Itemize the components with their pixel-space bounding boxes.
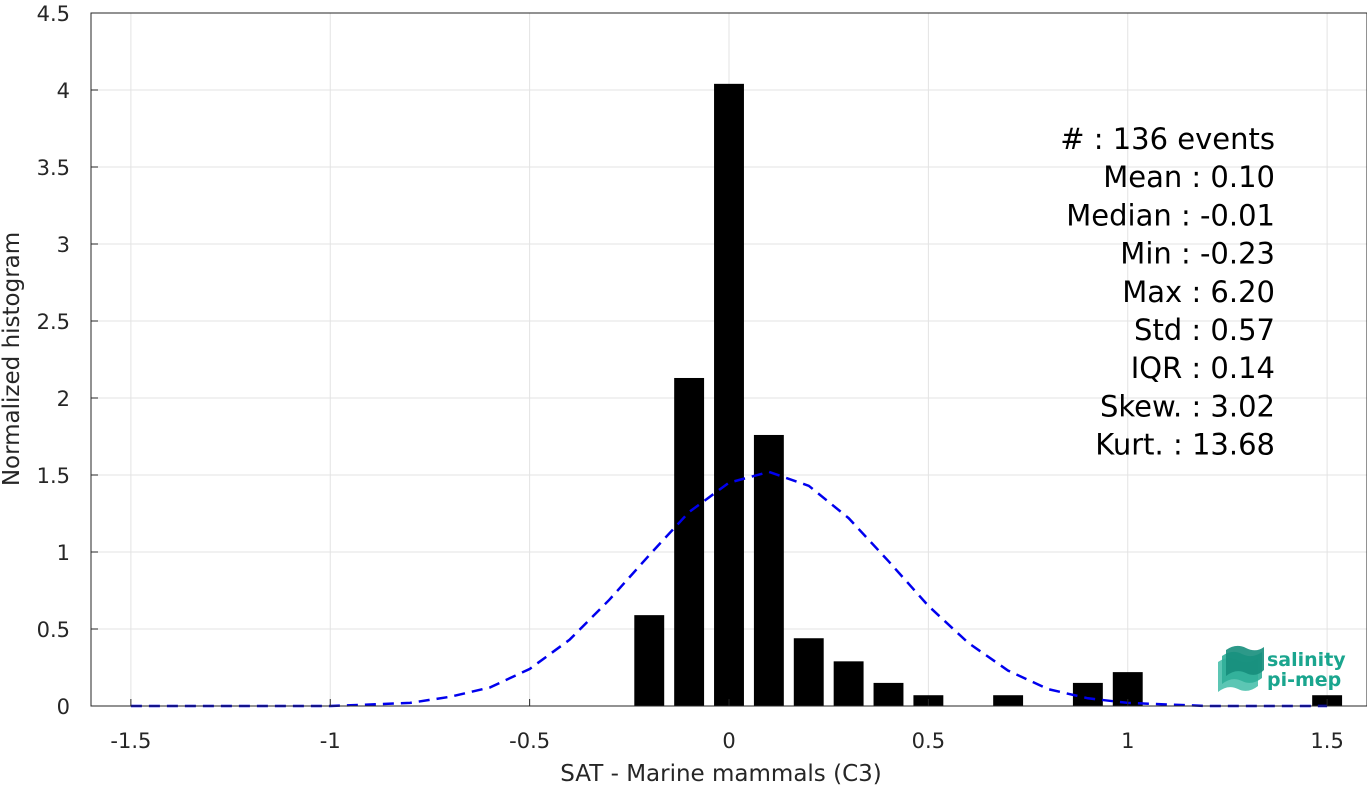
statistics-box: # : 136 events Mean : 0.10 Median : -0.01 M…	[1060, 122, 1275, 462]
y-tick-label: 0.5	[37, 618, 70, 642]
y-tick-label: 1.5	[37, 464, 70, 488]
histogram-bar	[753, 434, 784, 706]
y-tick-label: 3	[57, 233, 70, 257]
y-axis-label: Normalized histogram	[0, 232, 25, 486]
x-tick-label: 0	[722, 729, 735, 753]
stat-line: IQR : 0.14	[1131, 351, 1275, 385]
stat-line: Min : -0.23	[1120, 237, 1275, 271]
stat-line: # : 136 events	[1060, 122, 1275, 156]
histogram-bar	[674, 377, 705, 706]
y-tick-label: 4.5	[37, 2, 70, 26]
y-tick-label: 1	[57, 541, 70, 565]
x-tick-label: -1	[320, 729, 341, 753]
histogram-bar	[1072, 682, 1103, 706]
stat-line: Skew. : 3.02	[1100, 389, 1275, 423]
stat-line: Mean : 0.10	[1103, 160, 1275, 194]
histogram-bar	[634, 615, 665, 706]
wave-logo-icon	[1218, 645, 1264, 692]
x-axis-label: SAT - Marine mammals (C3)	[560, 761, 882, 785]
stat-line: Std : 0.57	[1134, 313, 1275, 347]
x-tick-label: 0.5	[912, 729, 945, 753]
x-tick-label: -1.5	[110, 729, 151, 753]
stat-line: Median : -0.01	[1066, 198, 1275, 232]
x-tick-label: 1	[1121, 729, 1134, 753]
histogram-bar	[833, 661, 864, 706]
y-tick-label: 2.5	[37, 310, 70, 334]
y-tick-label: 4	[57, 79, 70, 103]
histogram-bars	[634, 83, 1343, 707]
logo-text-salinity: salinity	[1267, 649, 1346, 671]
histogram-bar	[793, 638, 824, 706]
histogram-bar	[873, 682, 904, 706]
x-axis-ticks: -1.5 -1 -0.5 0 0.5 1 1.5	[110, 699, 1344, 753]
x-tick-label: -0.5	[509, 729, 550, 753]
y-tick-label: 2	[57, 387, 70, 411]
y-axis-ticks: 0 0.5 1 1.5 2 2.5 3 3.5 4 4.5	[37, 2, 98, 719]
y-tick-label: 3.5	[37, 156, 70, 180]
x-tick-label: 1.5	[1310, 729, 1343, 753]
histogram-bar	[993, 695, 1024, 706]
stat-line: Max : 6.20	[1122, 275, 1275, 309]
stat-line: Kurt. : 13.68	[1095, 428, 1275, 462]
salinity-pimep-logo: salinity pi-mep	[1218, 645, 1346, 692]
logo-text-pimep: pi-mep	[1267, 669, 1341, 691]
y-tick-label: 0	[57, 695, 70, 719]
histogram-bar	[714, 83, 744, 707]
